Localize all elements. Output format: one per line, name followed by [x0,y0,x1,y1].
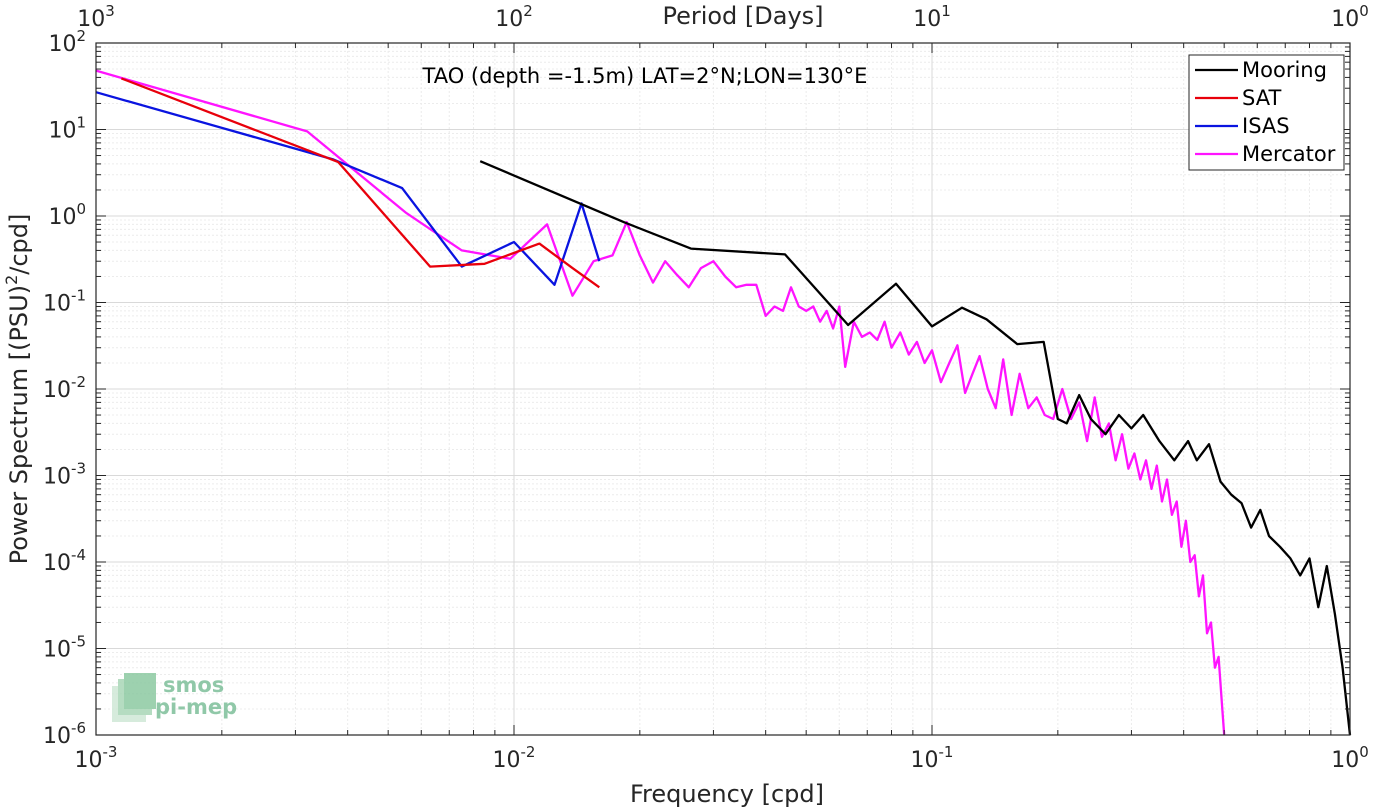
y-tick-label: 100 [48,200,86,230]
minor-grid [96,43,1350,735]
series-layer [95,69,1352,736]
y-tick-label: 101 [48,114,86,144]
y-tick-label: 10-1 [43,287,86,317]
legend-label-mooring: Mooring [1242,58,1327,82]
series-line-sat [120,77,600,289]
x-axis-label: Frequency [cpd] [630,780,824,808]
logo-line1: smos [163,673,224,697]
series-line-mooring [479,160,1352,736]
major-grid [95,42,1351,736]
y-tick-label: 10-4 [43,546,86,576]
chart-title: TAO (depth =-1.5m) LAT=2°N;LON=130°E [422,64,868,88]
y-tick-label: 10-6 [43,719,86,749]
x-tick-label: 10-2 [493,743,536,773]
x2-tick-label: 103 [77,2,115,32]
x-tick-label: 10-3 [75,743,118,773]
y-tick-label: 10-3 [43,460,86,490]
x2-axis-label: Period [Days] [662,2,823,30]
logo-line2: pi-mep [155,695,237,719]
series-line-mercator [95,69,1226,736]
x2-tick-label: 101 [913,2,951,32]
series-line-isas [95,91,601,286]
legend-label-sat: SAT [1242,86,1281,110]
x-tick-label: 10-1 [911,743,954,773]
x-tick-label: 100 [1331,743,1369,773]
smos-pi-mep-logo: smos pi-mep [112,673,237,722]
legend: Mooring SAT ISAS Mercator [1188,54,1345,171]
y-tick-label: 102 [48,27,86,57]
y-tick-label: 10-2 [43,373,86,403]
legend-label-mercator: Mercator [1242,142,1336,166]
y-tick-label: 10-5 [43,633,86,663]
x2-tick-label: 100 [1331,2,1369,32]
tick-marks [95,42,1351,736]
legend-box [1188,54,1345,171]
legend-label-isas: ISAS [1242,114,1290,138]
x2-tick-label: 102 [495,2,533,32]
y-axis-label: Power Spectrum [(PSU)2/cpd] [2,214,33,565]
